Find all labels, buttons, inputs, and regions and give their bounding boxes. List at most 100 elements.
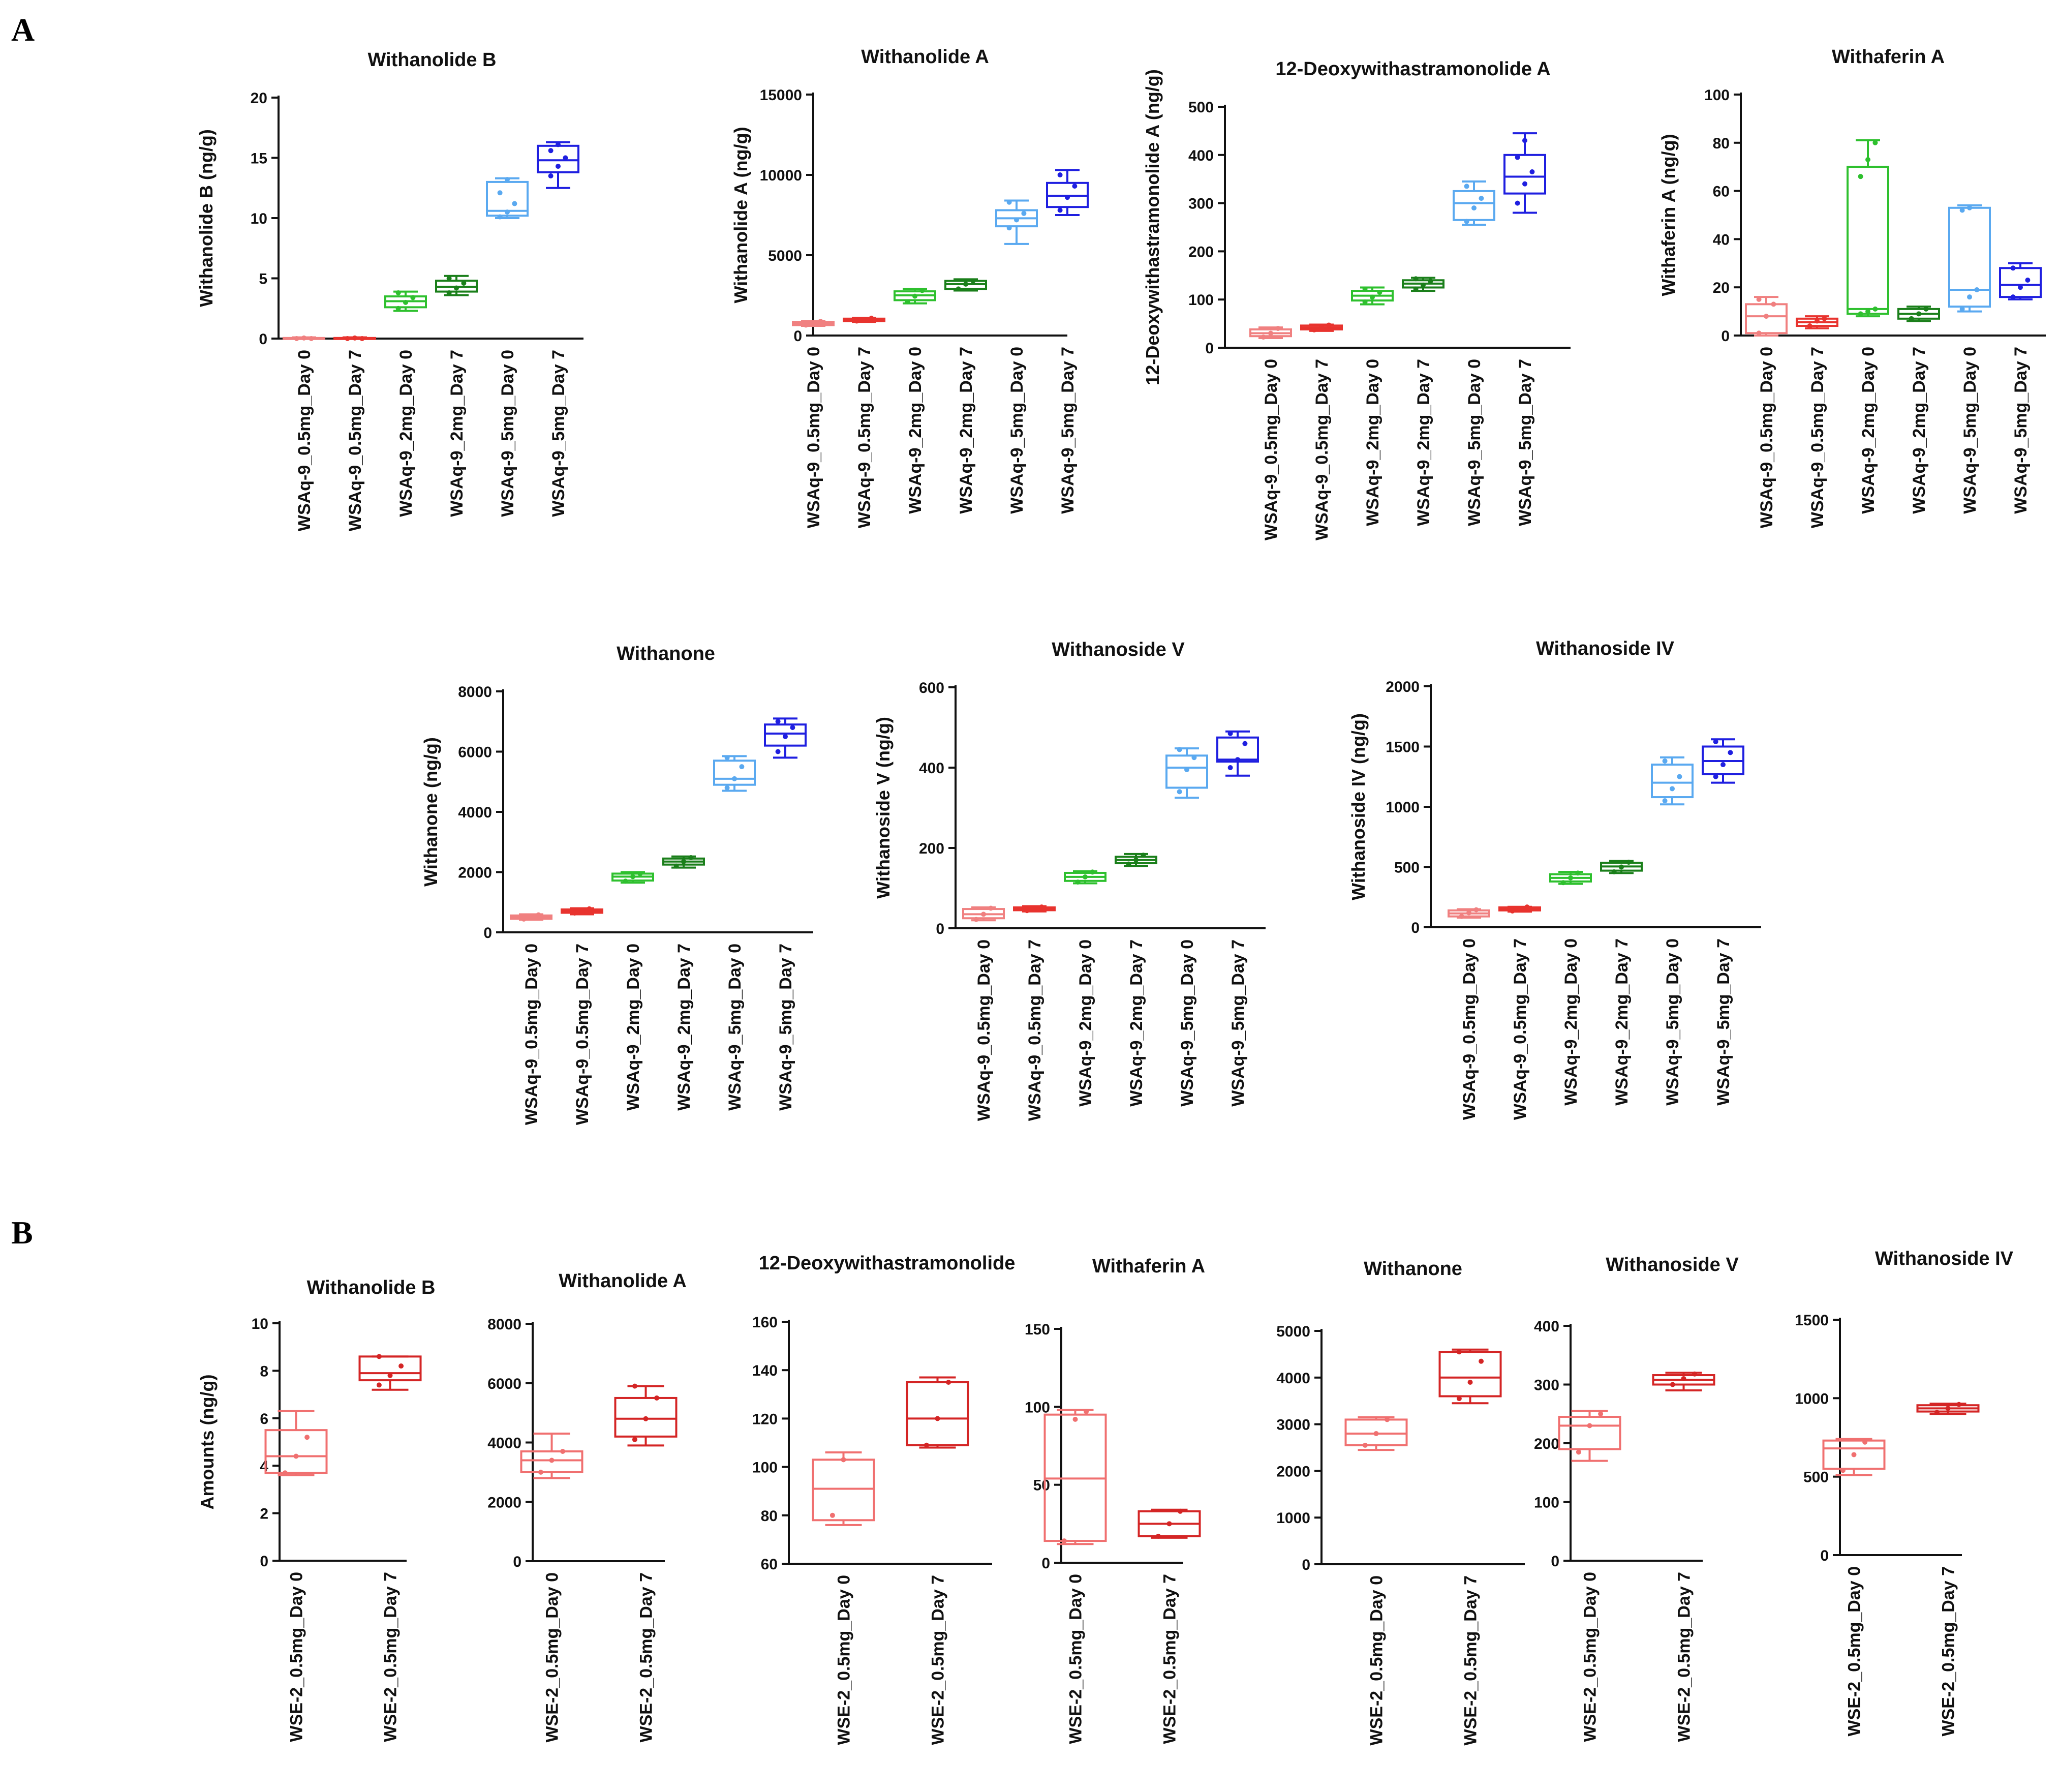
y-tick-label: 1500 [1795,1312,1829,1329]
data-point [1311,327,1317,332]
y-tick-label: 4000 [1276,1370,1310,1387]
x-category-label: WSE-2_0.5mg_Day 0 [1367,1575,1387,1746]
box-iqr [906,1381,969,1446]
data-point [1057,207,1063,213]
y-tick-label: 0 [259,331,267,348]
x-category-label: WSAq-9_5mg_Day 0 [1663,938,1682,1106]
data-point [1872,140,1878,145]
box-wsaq-9-2mg-day-7 [1600,860,1643,874]
data-point [548,148,554,154]
box-wse-2-0-5mg-day-7 [1438,1348,1502,1405]
data-point [536,912,541,918]
y-tick-label: 2000 [458,865,492,882]
data-point [1771,301,1776,307]
data-point [2018,285,2023,290]
data-point [359,336,365,341]
panel-b-label: B [11,1214,33,1251]
x-category-label: WSAq-9_0.5mg_Day 0 [1262,359,1281,540]
x-category-label: WSAq-9_5mg_Day 0 [1960,347,1980,514]
box-wsaq-9-0-5mg-day-0 [1448,907,1490,919]
data-point [1177,747,1182,752]
data-point [1126,861,1131,867]
chart-title: Withanoside IV [1875,1248,2014,1269]
data-point [1377,289,1382,295]
data-point [1039,904,1044,910]
box-wsaq-9-2mg-day-7 [1115,853,1157,867]
data-point [293,1453,299,1459]
data-point [1522,181,1527,187]
y-tick-label: 400 [919,760,944,777]
data-point [1479,1358,1484,1364]
y-tick-label: 2 [260,1506,268,1523]
data-point [1261,335,1266,340]
x-category-label: WSAq-9_2mg_Day 7 [674,944,694,1111]
box-wsaq-9-5mg-day-0 [1651,756,1694,806]
y-tick-label: 300 [1188,196,1214,212]
y-tick-label: 0 [483,925,492,941]
x-category-label: WSAq-9_0.5mg_Day 7 [1511,938,1530,1120]
data-point [376,1382,382,1388]
data-point [1713,774,1718,779]
box-wse-2-0-5mg-day-7 [1138,1508,1201,1539]
data-point [905,299,910,305]
box-iqr [1999,267,2042,298]
data-point [1471,205,1477,211]
data-point [2010,265,2016,271]
data-point [1024,908,1030,914]
chart-title: Withanolide B [368,49,497,71]
box-wsaq-9-2mg-day-7 [1402,276,1445,292]
y-axis-label: Withanone (ng/g) [420,737,441,887]
box-wsaq-9-5mg-day-7 [1046,169,1089,216]
box-wse-2-0-5mg-day-7 [614,1383,678,1447]
box-iqr [764,723,807,747]
y-tick-label: 100 [1188,292,1214,309]
data-point [1576,1449,1581,1455]
box-wsaq-9-2mg-day-7 [1897,306,1940,322]
data-point [1681,1376,1686,1381]
x-category-label: WSAq-9_2mg_Day 0 [624,944,643,1111]
data-point [1362,1442,1368,1448]
x-category-label: WSAq-9_2mg_Day 0 [906,347,925,514]
data-point [505,209,510,215]
data-point [1967,205,1972,210]
data-point [1945,1406,1951,1411]
x-category-label: WSAq-9_2mg_Day 7 [1910,347,1929,514]
data-point [818,319,823,324]
x-category-label: WSE-2_0.5mg_Day 0 [287,1572,306,1742]
box-iqr [614,1396,678,1438]
data-point [775,749,781,754]
data-point [912,293,917,299]
box-wsaq-9-0-5mg-day-0 [962,905,1005,922]
data-point [1473,907,1479,913]
data-point [924,1442,929,1448]
data-point [688,855,694,861]
data-point [739,764,745,770]
box-wsaq-9-2mg-day-7 [662,855,705,869]
y-tick-label: 8000 [458,684,492,701]
data-point [345,336,350,341]
data-point [632,1437,637,1442]
box-wsaq-9-2mg-day-0 [894,288,936,305]
data-point [1670,1382,1675,1387]
chart-title: Withaferin A [1832,46,1945,68]
x-category-label: WSAq-9_2mg_Day 0 [1363,359,1382,526]
box-wsaq-9-5mg-day-0 [1453,180,1495,226]
y-axis-label: 12-Deoxywithastramonolide A (ng/g) [1142,69,1163,385]
data-point [1373,1431,1379,1436]
x-category-label: WSAq-9_5mg_Day 7 [776,944,795,1111]
x-category-label: WSAq-9_2mg_Day 7 [1127,939,1146,1107]
data-point [403,299,408,305]
data-point [395,290,401,295]
y-tick-label: 100 [752,1460,778,1476]
data-point [1728,750,1733,755]
data-point [1177,789,1182,795]
data-point [556,164,561,169]
y-tick-label: 10 [251,210,267,227]
y-tick-label: 6000 [487,1376,521,1392]
x-category-label: WSAq-9_5mg_Day 0 [725,944,745,1111]
x-category-label: WSE-2_0.5mg_Day 7 [1160,1574,1180,1744]
